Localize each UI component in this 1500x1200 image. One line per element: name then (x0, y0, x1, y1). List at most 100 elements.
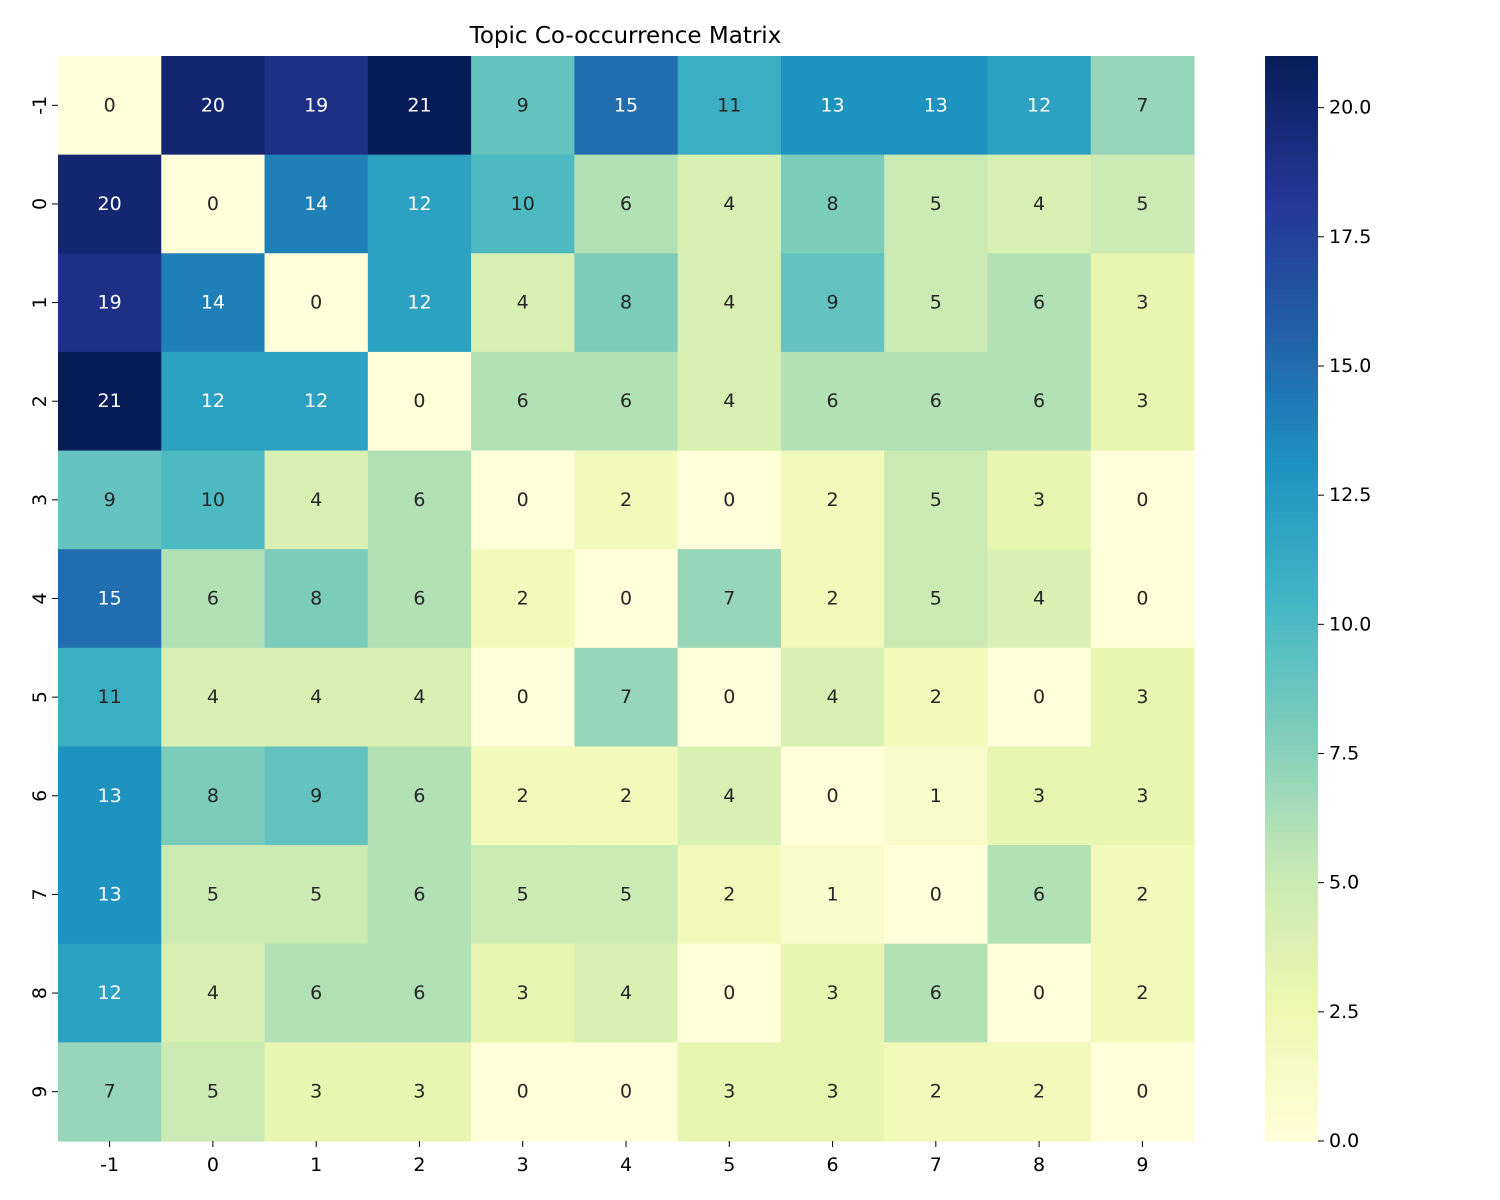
colorbar-band (1265, 1043, 1318, 1050)
colorbar-tick-label: 5.0 (1329, 872, 1359, 894)
colorbar-band (1265, 696, 1318, 703)
heatmap-cell (780, 351, 885, 452)
cell-value-label: 0 (1033, 982, 1045, 1004)
colorbar-band (1265, 175, 1318, 182)
heatmap-cell (1090, 647, 1195, 748)
colorbar-band (1265, 484, 1318, 491)
colorbar-tick-label: 12.5 (1329, 484, 1371, 506)
x-tick-label: 1 (310, 1154, 322, 1176)
colorbar-band (1265, 1092, 1318, 1099)
cell-value-label: 6 (620, 193, 632, 215)
heatmap-cell (884, 154, 989, 254)
colorbar-band (1265, 1075, 1318, 1082)
colorbar-band (1265, 386, 1318, 393)
cell-value-label: 6 (826, 390, 838, 412)
heatmap-cell (58, 549, 162, 649)
colorbar-band (1265, 365, 1318, 372)
cell-value-label: 12 (407, 193, 431, 215)
heatmap-cell (987, 351, 1092, 452)
cell-value-label: 4 (413, 686, 425, 708)
cell-value-label: 4 (723, 390, 735, 412)
colorbar-band (1265, 148, 1318, 155)
colorbar-band (1265, 446, 1318, 453)
cell-value-label: 3 (1136, 785, 1148, 807)
colorbar-band (1265, 457, 1318, 464)
cell-value-label: 3 (826, 982, 838, 1004)
heatmap-cell (471, 746, 575, 846)
heatmap-cell (884, 746, 989, 846)
colorbar-band (1265, 690, 1318, 697)
colorbar-band (1265, 1113, 1318, 1120)
cell-value-label: 0 (723, 489, 735, 511)
colorbar-band (1265, 815, 1318, 822)
heatmap-cell (1090, 450, 1195, 550)
heatmap-cell (471, 845, 575, 945)
y-tick-label: 7 (29, 888, 51, 900)
x-tick-label: 8 (1033, 1154, 1045, 1176)
colorbar-band (1265, 468, 1318, 475)
colorbar-band (1265, 766, 1318, 773)
colorbar-band (1265, 544, 1318, 551)
cell-value-label: 19 (304, 94, 328, 116)
cell-value-label: 6 (413, 588, 425, 610)
colorbar-band (1265, 864, 1318, 871)
colorbar-band (1265, 641, 1318, 648)
colorbar-band (1265, 772, 1318, 779)
heatmap-cell (987, 746, 1092, 846)
colorbar-band (1265, 517, 1318, 524)
heatmap-cell (264, 845, 369, 945)
cell-value-label: 0 (517, 686, 529, 708)
heatmap-cell (367, 943, 472, 1043)
heatmap-cell (1090, 253, 1195, 353)
colorbar-band (1265, 235, 1318, 242)
colorbar-band (1265, 452, 1318, 459)
cell-value-label: 0 (310, 292, 322, 314)
colorbar-band (1265, 1016, 1318, 1023)
cell-value-label: 13 (98, 883, 122, 905)
colorbar-tick-label: 20.0 (1329, 97, 1371, 119)
cell-value-label: 0 (930, 883, 942, 905)
cell-value-label: 0 (1136, 489, 1148, 511)
colorbar-band (1265, 1119, 1318, 1126)
cell-value-label: 10 (511, 193, 535, 215)
heatmap-cell (58, 845, 162, 945)
colorbar-band (1265, 381, 1318, 388)
heatmap-cell (884, 351, 989, 452)
heatmap-cell (987, 549, 1092, 649)
colorbar-band (1265, 202, 1318, 209)
heatmap-cell (367, 450, 472, 550)
colorbar-band (1265, 310, 1318, 317)
heatmap-cell (367, 1042, 472, 1142)
colorbar-band (1265, 506, 1318, 513)
colorbar-band (1265, 153, 1318, 160)
cell-value-label: 0 (517, 489, 529, 511)
cell-value-label: 6 (620, 390, 632, 412)
colorbar-band (1265, 522, 1318, 529)
colorbar-band (1265, 799, 1318, 806)
cell-value-label: 0 (620, 1081, 632, 1103)
heatmap-cell (471, 351, 575, 452)
heatmap-cell (987, 647, 1092, 748)
colorbar-band (1265, 354, 1318, 361)
colorbar-band (1265, 989, 1318, 996)
cell-value-label: 6 (930, 390, 942, 412)
colorbar-band (1265, 934, 1318, 941)
colorbar-band (1265, 267, 1318, 274)
heatmap-cell (677, 253, 782, 353)
cell-value-label: 5 (207, 883, 219, 905)
heatmap-cell (471, 647, 575, 748)
colorbar-band (1265, 316, 1318, 323)
colorbar-band (1265, 240, 1318, 247)
cell-value-label: 12 (1027, 94, 1051, 116)
heatmap-cell (780, 56, 885, 156)
colorbar-band (1265, 392, 1318, 399)
heatmap-cell (1090, 943, 1195, 1043)
colorbar-band (1265, 283, 1318, 290)
x-axis: -1 0 1 2 3 4 5 6 7 8 9 (100, 1141, 1148, 1176)
cell-value-label: 0 (517, 1081, 529, 1103)
heatmap-cell (677, 154, 782, 254)
cell-value-label: 7 (1136, 94, 1148, 116)
colorbar-band (1265, 701, 1318, 708)
cell-value-label: 3 (1033, 489, 1045, 511)
colorbar-tick-label: 10.0 (1329, 613, 1371, 635)
